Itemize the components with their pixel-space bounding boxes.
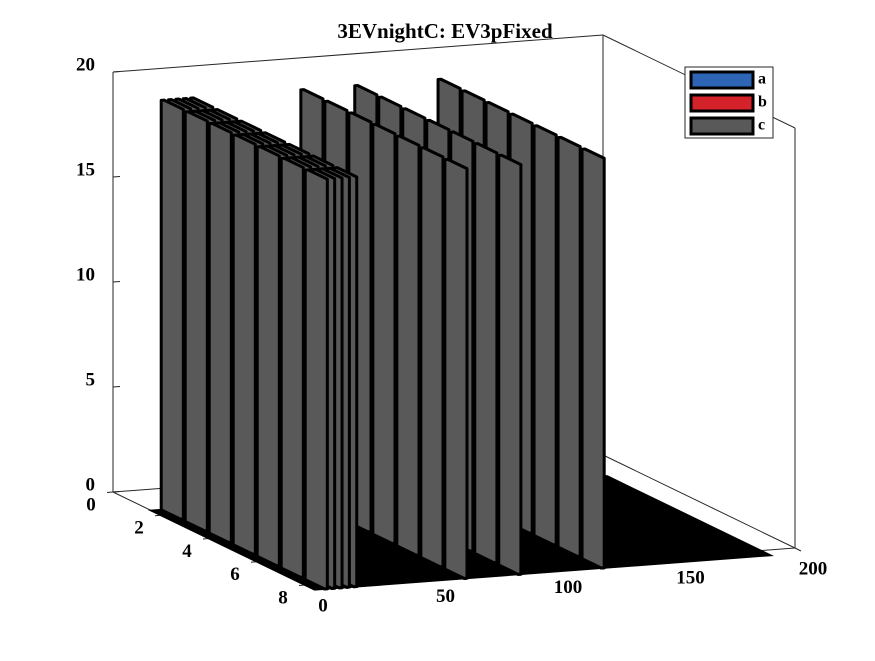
bar (207, 121, 233, 544)
bar (279, 156, 305, 579)
legend-label: a (758, 71, 766, 88)
bar (532, 124, 558, 547)
legend-swatch (689, 70, 755, 90)
bar (556, 135, 582, 558)
axis-line (112, 34, 604, 73)
z-tick-label: 10 (76, 264, 95, 285)
legend-label: c (758, 117, 765, 134)
z-tick (112, 491, 121, 493)
row-tick-label: 6 (230, 564, 240, 585)
row-tick (106, 491, 114, 493)
axis-line (602, 454, 796, 549)
z-tick-label: 0 (86, 474, 96, 495)
z-tick-label: 5 (86, 369, 96, 390)
z-tick (112, 71, 121, 73)
bar (473, 142, 499, 565)
bar (303, 168, 329, 591)
legend-swatch (689, 93, 755, 113)
bar (159, 98, 185, 521)
x-tick-label: 150 (676, 568, 705, 589)
x-tick-label: 0 (318, 595, 328, 616)
x-tick (794, 547, 802, 552)
bar (231, 133, 257, 556)
bar (443, 157, 469, 580)
row-tick-label: 4 (182, 541, 192, 562)
bar (580, 147, 606, 570)
z-tick (112, 176, 121, 178)
bar (395, 134, 421, 557)
row-tick-label: 0 (86, 494, 96, 515)
x-tick-label: 50 (436, 586, 455, 607)
bar (255, 145, 281, 568)
legend-label: b (758, 94, 767, 111)
x-tick-label: 200 (799, 558, 828, 579)
z-tick-label: 15 (76, 159, 95, 180)
chart-title: 3EVnightC: EV3pFixed (337, 19, 553, 43)
bar (419, 146, 445, 569)
z-tick-label: 20 (76, 54, 95, 75)
z-tick (112, 281, 121, 283)
bar (371, 122, 397, 545)
row-tick-label: 8 (278, 587, 288, 608)
z-tick (112, 386, 121, 388)
bar (497, 153, 523, 576)
legend-swatch (689, 116, 755, 136)
x-tick-label: 100 (554, 577, 583, 598)
bar (183, 110, 209, 533)
row-tick-label: 2 (134, 518, 144, 539)
